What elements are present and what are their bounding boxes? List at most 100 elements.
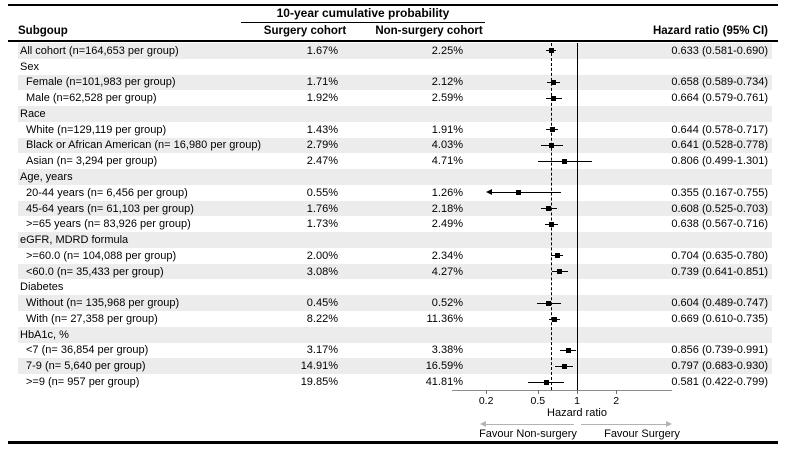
surgery-probability-value: 14.91% bbox=[300, 360, 338, 373]
surgery-probability-value: 2.00% bbox=[306, 249, 338, 262]
subgroup-label: Female (n=101,983 per group) bbox=[26, 76, 176, 89]
nonsurgery-probability-value: 4.71% bbox=[431, 155, 463, 168]
surgery-probability-value: 8.22% bbox=[306, 312, 338, 325]
surgery-probability-value: 3.17% bbox=[306, 344, 338, 357]
nonsurgery-probability-value: 2.12% bbox=[431, 76, 463, 89]
surgery-probability-value: 19.85% bbox=[300, 375, 338, 388]
x-axis-tick bbox=[537, 390, 539, 394]
category-label: eGFR, MDRD formula bbox=[20, 234, 129, 247]
table-row: Asian (n= 3,294 per group) 2.47% 4.71% 0.80… bbox=[18, 153, 772, 169]
surgery-probability-value: 1.92% bbox=[306, 92, 338, 105]
table-row: <60.0 (n= 35,433 per group) 3.08% 4.27% 0.7… bbox=[18, 263, 772, 280]
surgery-probability-value: 0.45% bbox=[306, 297, 338, 310]
surgery-probability-value: 2.79% bbox=[306, 139, 338, 152]
subgroup-label: 20-44 years (n= 6,456 per group) bbox=[26, 186, 188, 199]
favour-nonsurgery-label: Favour Non-surgery bbox=[479, 428, 577, 440]
surgery-probability-value: 1.73% bbox=[306, 218, 338, 231]
favour-right-arrow bbox=[581, 424, 668, 425]
subgroup-label: <7 (n= 36,854 per group) bbox=[26, 344, 149, 357]
subgroup-label: <60.0 (n= 35,433 per group) bbox=[26, 265, 164, 278]
subgroup-label: Male (n=62,528 per group) bbox=[26, 92, 157, 105]
nonsurgery-probability-value: 4.03% bbox=[431, 139, 463, 152]
table-row: 45-64 years (n= 61,103 per group) 1.76% 2.… bbox=[18, 200, 772, 217]
nonsurgery-probability-value: 11.36% bbox=[426, 312, 464, 325]
subgroup-label: >=9 (n= 957 per group) bbox=[26, 375, 140, 388]
favour-surgery-label: Favour Surgery bbox=[604, 428, 680, 440]
hazard-ratio-value: 0.806 (0.499-1.301) bbox=[671, 155, 768, 168]
surgery-probability-value: 1.76% bbox=[306, 202, 338, 215]
subgroup-label: White (n=129,119 per group) bbox=[26, 123, 167, 136]
column-header-nonsurgery-cohort: Non-surgery cohort bbox=[375, 25, 483, 37]
category-row: Age, years bbox=[18, 169, 772, 185]
nonsurgery-probability-value: 2.18% bbox=[431, 202, 463, 215]
subgroup-label: >=60.0 (n= 104,088 per group) bbox=[26, 249, 177, 262]
surgery-probability-value: 1.67% bbox=[306, 44, 338, 57]
category-row: eGFR, MDRD formula bbox=[18, 232, 772, 248]
top-rule bbox=[8, 4, 778, 6]
x-axis-tick-label: 0.2 bbox=[478, 395, 494, 407]
category-row: Diabetes bbox=[18, 279, 772, 295]
category-row: HbA1c, % bbox=[18, 326, 772, 343]
table-row: >=60.0 (n= 104,088 per group) 2.00% 2.34% 0… bbox=[18, 248, 772, 264]
nonsurgery-probability-value: 1.26% bbox=[431, 186, 463, 199]
category-label: HbA1c, % bbox=[20, 328, 69, 341]
x-axis-tick bbox=[486, 390, 488, 394]
hazard-ratio-value: 0.664 (0.579-0.761) bbox=[671, 92, 768, 105]
subgroup-label: With (n= 27,358 per group) bbox=[26, 312, 158, 325]
table-body: All cohort (n=164,653 per group) 1.67% 2.2… bbox=[18, 43, 772, 390]
hazard-ratio-value: 0.641 (0.528-0.778) bbox=[671, 139, 768, 152]
hazard-ratio-value: 0.644 (0.578-0.717) bbox=[671, 123, 768, 136]
table-row: >=65 years (n= 83,926 per group) 1.73% 2.4… bbox=[18, 216, 772, 232]
table-row: Without (n= 135,968 per group) 0.45% 0.52%… bbox=[18, 295, 772, 312]
hazard-ratio-value: 0.658 (0.589-0.734) bbox=[671, 76, 768, 89]
x-axis-label: Hazard ratio bbox=[547, 407, 607, 419]
nonsurgery-probability-value: 2.25% bbox=[431, 44, 463, 57]
x-axis-tick-label: 1 bbox=[574, 395, 580, 407]
hazard-ratio-value: 0.638 (0.567-0.716) bbox=[671, 218, 768, 231]
nonsurgery-probability-value: 1.91% bbox=[431, 123, 463, 136]
column-header-hazard-ratio: Hazard ratio (95% CI) bbox=[652, 25, 768, 37]
hazard-ratio-value: 0.669 (0.610-0.735) bbox=[671, 312, 768, 325]
surgery-probability-value: 0.55% bbox=[306, 186, 338, 199]
category-label: Diabetes bbox=[20, 281, 64, 294]
surgery-probability-value: 1.71% bbox=[306, 76, 338, 89]
category-row: Sex bbox=[18, 59, 772, 75]
hazard-ratio-value: 0.604 (0.489-0.747) bbox=[671, 297, 768, 310]
table-row: >=9 (n= 957 per group) 19.85% 41.81% 0.581 … bbox=[18, 374, 772, 390]
hazard-ratio-value: 0.739 (0.641-0.851) bbox=[671, 265, 768, 278]
favour-right-arrowhead-icon bbox=[666, 421, 672, 427]
x-axis-tick-label: 0.5 bbox=[530, 395, 546, 407]
table-row: 20-44 years (n= 6,456 per group) 0.55% 1.2… bbox=[18, 185, 772, 201]
nonsurgery-probability-value: 2.59% bbox=[431, 92, 463, 105]
hazard-ratio-value: 0.797 (0.683-0.930) bbox=[671, 360, 768, 373]
subgroup-label: 7-9 (n= 5,640 per group) bbox=[26, 360, 146, 373]
x-axis-tick bbox=[616, 390, 618, 394]
favour-left-arrowhead-icon bbox=[480, 421, 486, 427]
spanner-header: 10-year cumulative probability bbox=[241, 6, 485, 23]
nonsurgery-probability-value: 2.49% bbox=[431, 218, 463, 231]
column-header-subgroup: Subgoup bbox=[18, 25, 68, 37]
table-row: Male (n=62,528 per group) 1.92% 2.59% 0.664… bbox=[18, 90, 772, 106]
hazard-ratio-value: 0.633 (0.581-0.690) bbox=[671, 44, 768, 57]
table-row: Black or African American (n= 16,980 per… bbox=[18, 137, 772, 154]
surgery-probability-value: 3.08% bbox=[306, 265, 338, 278]
subgroup-label: Black or African American (n= 16,980 per… bbox=[26, 139, 262, 152]
table-row: White (n=129,119 per group) 1.43% 1.91% 0.6… bbox=[18, 122, 772, 138]
hazard-ratio-value: 0.856 (0.739-0.991) bbox=[671, 344, 768, 357]
surgery-probability-value: 2.47% bbox=[306, 155, 338, 168]
category-label: Age, years bbox=[20, 171, 73, 183]
header-rule bbox=[8, 40, 778, 42]
category-row: Race bbox=[18, 106, 772, 122]
hazard-ratio-value: 0.355 (0.167-0.755) bbox=[671, 186, 768, 199]
nonsurgery-probability-value: 0.52% bbox=[431, 297, 463, 310]
table-row: All cohort (n=164,653 per group) 1.67% 2.2… bbox=[18, 43, 772, 59]
category-label: Sex bbox=[20, 60, 39, 73]
bottom-rule bbox=[8, 441, 778, 444]
hazard-ratio-value: 0.581 (0.422-0.799) bbox=[671, 375, 768, 388]
x-axis-tick-label: 2 bbox=[613, 395, 620, 407]
subgroup-label: Asian (n= 3,294 per group) bbox=[26, 155, 158, 168]
surgery-probability-value: 1.43% bbox=[306, 123, 338, 136]
nonsurgery-probability-value: 3.38% bbox=[431, 344, 463, 357]
nonsurgery-probability-value: 2.34% bbox=[431, 249, 463, 262]
